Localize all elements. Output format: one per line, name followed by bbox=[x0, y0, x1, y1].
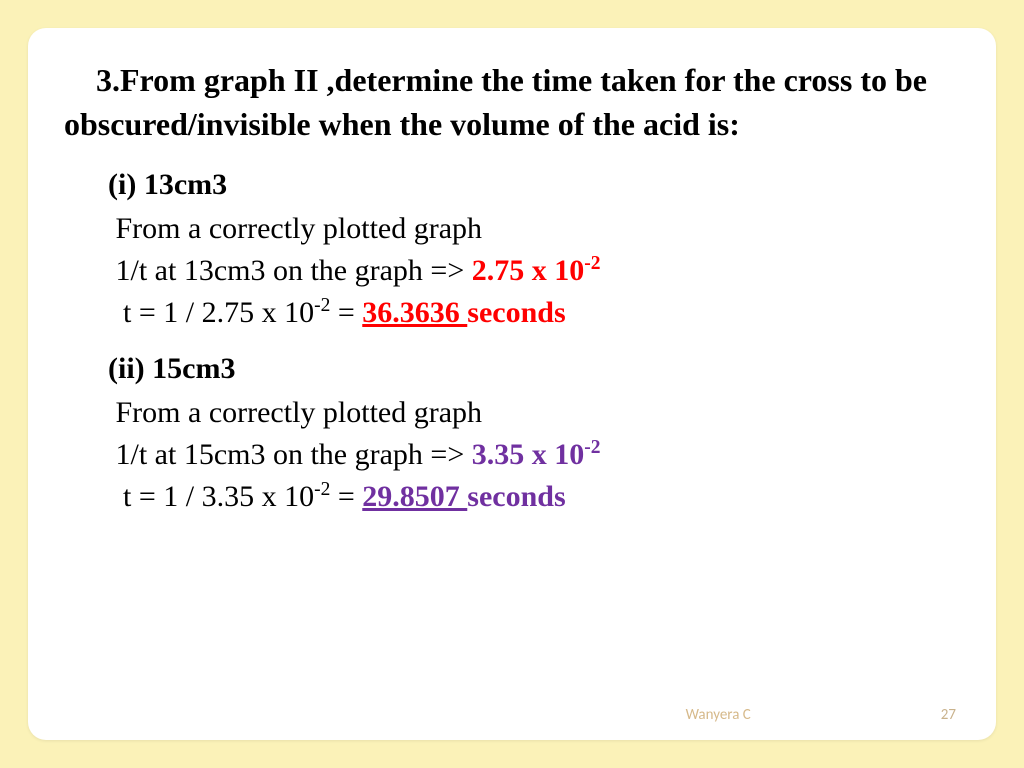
footer: Wanyera C 27 bbox=[28, 706, 996, 724]
slide-card: 3.From graph II ,determine the time take… bbox=[28, 28, 996, 740]
part-i-heading: (i) 13cm3 bbox=[108, 164, 960, 206]
part-i-line2: 1/t at 13cm3 on the graph => 2.75 x 10-2 bbox=[108, 250, 960, 292]
content-area: (i) 13cm3 From a correctly plotted graph… bbox=[64, 164, 960, 518]
page-number: 27 bbox=[941, 706, 956, 724]
question-text: 3.From graph II ,determine the time take… bbox=[64, 58, 960, 146]
part-ii-block: (ii) 15cm3 From a correctly plotted grap… bbox=[108, 348, 960, 518]
part-i-block: (i) 13cm3 From a correctly plotted graph… bbox=[108, 164, 960, 334]
part-i-line1: From a correctly plotted graph bbox=[108, 208, 960, 250]
part-ii-line1: From a correctly plotted graph bbox=[108, 392, 960, 434]
part-ii-heading: (ii) 15cm3 bbox=[108, 348, 960, 390]
part-ii-line3: t = 1 / 3.35 x 10-2 = 29.8507 seconds bbox=[108, 476, 960, 518]
author-label: Wanyera C bbox=[686, 706, 751, 724]
part-ii-line2: 1/t at 15cm3 on the graph => 3.35 x 10-2 bbox=[108, 434, 960, 476]
part-i-line3: t = 1 / 2.75 x 10-2 = 36.3636 seconds bbox=[108, 292, 960, 334]
